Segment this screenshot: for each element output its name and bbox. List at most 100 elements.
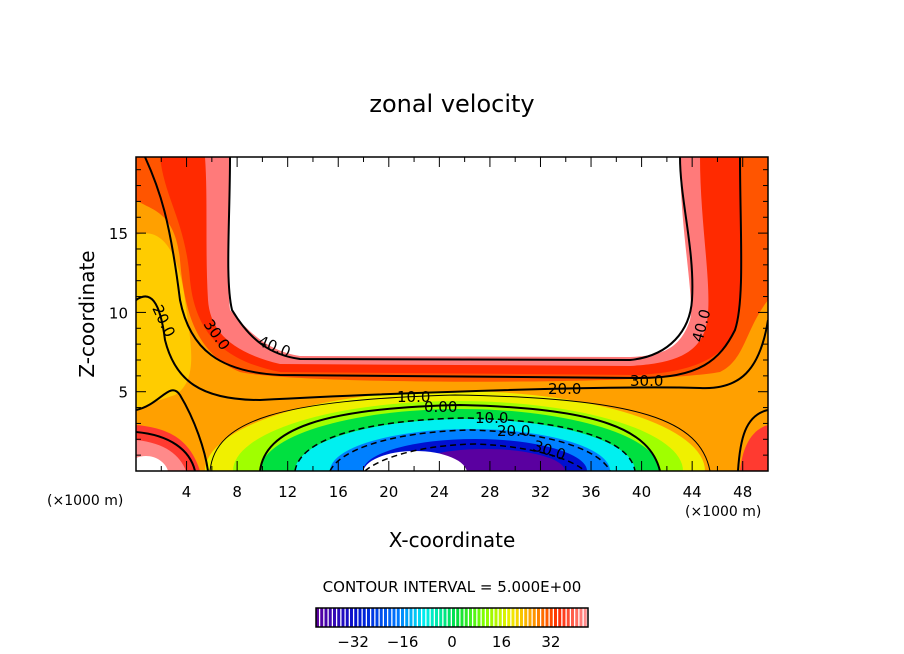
colorbar-swatch bbox=[439, 608, 443, 627]
colorbar-swatch bbox=[511, 608, 515, 627]
colorbar-swatch bbox=[503, 608, 506, 627]
colorbar-swatch bbox=[575, 608, 579, 627]
colorbar-swatch bbox=[566, 608, 570, 627]
y-tick-label: 10 bbox=[109, 304, 128, 322]
plot-frame bbox=[135, 156, 769, 472]
x-tick-label: 32 bbox=[531, 483, 550, 501]
colorbar-swatch bbox=[498, 608, 502, 627]
colorbar-swatch bbox=[320, 608, 324, 627]
colorbar-swatch bbox=[371, 608, 375, 627]
colorbar-swatch bbox=[558, 608, 562, 627]
x-unit-right: (×1000 m) bbox=[685, 504, 761, 520]
colorbar-swatch bbox=[409, 608, 413, 627]
colorbar-tick-label: −16 bbox=[387, 633, 419, 651]
colorbar-swatch bbox=[426, 608, 430, 627]
colorbar-swatch bbox=[554, 608, 557, 627]
colorbar-swatch bbox=[324, 608, 328, 627]
colorbar-swatch bbox=[413, 608, 417, 627]
chart-title: zonal velocity bbox=[369, 90, 534, 118]
colorbar-swatch bbox=[367, 608, 370, 627]
colorbar-swatch bbox=[354, 608, 358, 627]
contour-line-10 bbox=[209, 394, 711, 471]
colorbar-swatch bbox=[520, 608, 523, 627]
colorbar-swatch bbox=[337, 608, 341, 627]
contour-field: 20.0 30.0 40.0 40.0 30.0 20.0 10.0 0.00 … bbox=[136, 157, 768, 471]
colorbar-swatch bbox=[375, 608, 379, 627]
colorbar-tick-label: −32 bbox=[337, 633, 369, 651]
colorbar-swatch bbox=[435, 608, 438, 627]
colorbar-swatch bbox=[358, 608, 362, 627]
colorbar-swatch bbox=[494, 608, 498, 627]
contour-line-minus10 bbox=[294, 417, 636, 471]
x-tick-label: 20 bbox=[379, 483, 398, 501]
colorbar-swatch bbox=[328, 608, 332, 627]
colorbar: −32 −16 0 16 32 bbox=[315, 607, 589, 651]
colorbar-swatch bbox=[362, 608, 366, 627]
colorbar-swatch bbox=[473, 608, 477, 627]
contour-line-0 bbox=[259, 403, 661, 471]
contour-line-20-bottom-right bbox=[737, 409, 768, 471]
colorbar-swatch bbox=[443, 608, 447, 627]
colorbar-swatch bbox=[532, 608, 536, 627]
colorbar-swatch bbox=[524, 608, 528, 627]
contour-line-minus30 bbox=[364, 443, 586, 471]
x-tick-label: 4 bbox=[182, 483, 192, 501]
contour-label: 20.0 bbox=[497, 422, 530, 440]
contour-line-40 bbox=[227, 157, 694, 362]
contour-label: 10.0 bbox=[397, 388, 430, 406]
x-tick-label: 28 bbox=[480, 483, 499, 501]
contour-label: 0.00 bbox=[424, 398, 457, 416]
colorbar-tick-label: 16 bbox=[492, 633, 511, 651]
colorbar-swatch bbox=[579, 608, 583, 627]
colorbar-swatch bbox=[456, 608, 460, 627]
colorbar-swatch bbox=[515, 608, 519, 627]
x-axis-label: X-coordinate bbox=[389, 528, 516, 552]
x-tick-label: 24 bbox=[430, 483, 449, 501]
colorbar-swatch bbox=[379, 608, 383, 627]
x-tick-label: 44 bbox=[683, 483, 702, 501]
colorbar-swatch bbox=[384, 608, 387, 627]
contour-line-20-bottom-left bbox=[136, 389, 209, 471]
colorbar-swatch bbox=[507, 608, 511, 627]
colorbar-swatch bbox=[392, 608, 396, 627]
colorbar-swatch bbox=[549, 608, 553, 627]
x-tick-label: 8 bbox=[232, 483, 242, 501]
contour-line-20 bbox=[136, 295, 768, 402]
contour-label: 20.0 bbox=[548, 380, 581, 398]
contour-line-30-bottom-left bbox=[136, 431, 196, 471]
colorbar-tick-label: 32 bbox=[541, 633, 560, 651]
colorbar-swatch bbox=[537, 608, 540, 627]
contour-line-30 bbox=[144, 157, 743, 380]
contour-label: 30.0 bbox=[630, 372, 663, 390]
colorbar-swatch bbox=[469, 608, 472, 627]
colorbar-swatch bbox=[401, 608, 404, 627]
colorbar-swatch bbox=[316, 608, 319, 627]
colorbar-swatch bbox=[341, 608, 345, 627]
colorbar-frame bbox=[315, 607, 589, 628]
colorbar-swatch bbox=[422, 608, 426, 627]
x-unit-left: (×1000 m) bbox=[47, 493, 123, 509]
colorbar-swatch bbox=[545, 608, 549, 627]
x-tick-label: 40 bbox=[632, 483, 651, 501]
contour-interval-text: CONTOUR INTERVAL = 5.000E+00 bbox=[323, 578, 582, 596]
out-of-range-bottom-left bbox=[136, 455, 168, 471]
colorbar-swatch bbox=[490, 608, 494, 627]
colorbar-swatch bbox=[571, 608, 574, 627]
colorbar-swatch bbox=[464, 608, 468, 627]
colorbar-swatch bbox=[405, 608, 409, 627]
colorbar-swatch bbox=[345, 608, 349, 627]
colorbar-tick-label: 0 bbox=[447, 633, 457, 651]
x-tick-label: 36 bbox=[581, 483, 600, 501]
y-tick-label: 5 bbox=[118, 384, 128, 402]
colorbar-swatch bbox=[388, 608, 392, 627]
colorbar-swatch bbox=[396, 608, 400, 627]
colorbar-swatch bbox=[452, 608, 455, 627]
colorbar-swatch bbox=[460, 608, 464, 627]
y-axis-label: Z-coordinate bbox=[75, 250, 99, 377]
colorbar-swatch bbox=[481, 608, 485, 627]
x-tick-label: 16 bbox=[329, 483, 348, 501]
colorbar-swatch bbox=[583, 608, 587, 627]
x-tick-label: 48 bbox=[733, 483, 752, 501]
